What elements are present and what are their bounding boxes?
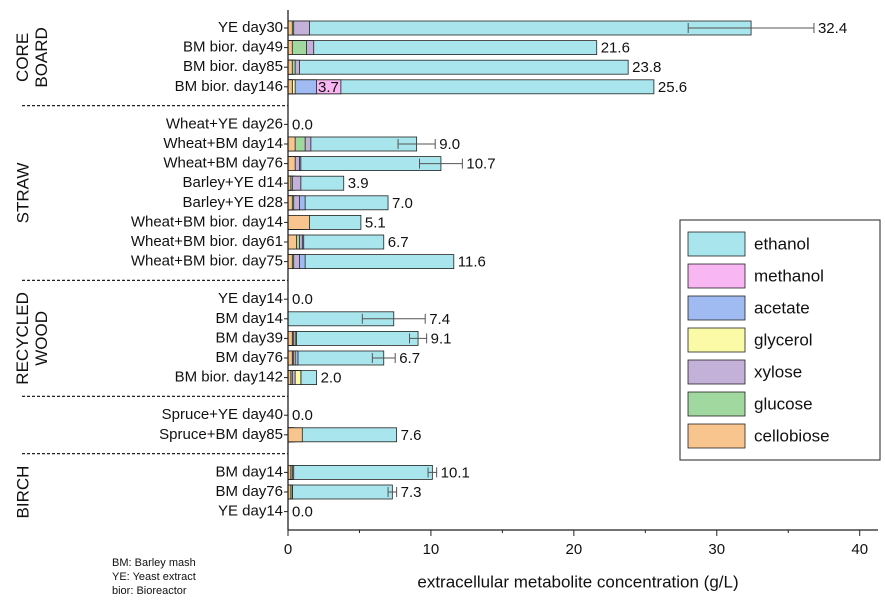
y-tick-label: YE day14 <box>218 503 283 520</box>
y-tick-label: Barley+YE d28 <box>183 194 283 211</box>
legend-label: ethanol <box>754 234 810 253</box>
value-label: 0.0 <box>292 291 313 308</box>
value-label: 7.0 <box>392 195 413 212</box>
x-tick-label: 30 <box>708 541 725 558</box>
x-axis-title: extracellular metabolite concentration (… <box>417 572 738 591</box>
value-label: 2.0 <box>321 370 342 387</box>
y-tick-label: Wheat+BM bior. day75 <box>131 253 283 270</box>
legend-swatch <box>687 263 746 289</box>
group-label: RECYCLED <box>13 292 32 385</box>
y-tick-label: Wheat+BM bior. day14 <box>131 213 283 230</box>
group-label: STRAW <box>13 163 32 224</box>
value-label: 7.4 <box>429 311 450 328</box>
group-label: BIRCH <box>13 466 32 519</box>
bar-segment <box>287 464 433 480</box>
y-tick-label: BM day76 <box>215 483 283 500</box>
value-label: 3.7 <box>318 79 339 96</box>
bar-segment <box>287 136 296 152</box>
y-tick-label: Wheat+BM bior. day61 <box>131 233 283 250</box>
bar-segment <box>287 427 303 443</box>
y-tick-label: BM day39 <box>215 329 283 346</box>
footnote: YE: Yeast extract <box>112 571 196 583</box>
bar-segment <box>287 350 385 366</box>
y-tick-label: Wheat+BM day14 <box>163 135 283 152</box>
value-label: 32.4 <box>818 20 847 37</box>
y-tick-label: BM bior. day146 <box>175 78 283 95</box>
value-label: 7.6 <box>401 427 422 444</box>
value-label: 0.0 <box>292 504 313 521</box>
legend-label: acetate <box>754 298 810 317</box>
group-label: CORE <box>13 33 32 82</box>
group-label: BOARD <box>32 27 51 87</box>
x-tick-label: 40 <box>851 541 868 558</box>
legend-label: methanol <box>754 266 824 285</box>
y-tick-label: YE day14 <box>218 290 283 307</box>
y-tick-label: YE day30 <box>218 19 283 36</box>
legend-swatch <box>687 423 746 449</box>
legend-label: glycerol <box>754 330 813 349</box>
bar-segment <box>287 254 455 270</box>
value-label: 5.1 <box>365 214 386 231</box>
legend-label: glucose <box>754 394 813 413</box>
value-label: 6.7 <box>388 234 409 251</box>
value-label: 3.9 <box>348 175 369 192</box>
y-tick-label: BM bior. day85 <box>183 58 283 75</box>
y-tick-label: Spruce+YE day40 <box>162 406 283 423</box>
y-tick-label: Wheat+BM day76 <box>163 155 283 172</box>
bar-segment <box>287 79 655 95</box>
y-tick-label: BM day76 <box>215 349 283 366</box>
y-tick-label: Spruce+BM day85 <box>159 426 283 443</box>
bar-segment <box>287 20 752 36</box>
bar-segment <box>287 156 296 172</box>
bar-segment <box>287 40 598 55</box>
legend-swatch <box>687 391 746 417</box>
bar-segment <box>287 156 442 172</box>
y-tick-label: Barley+YE d14 <box>183 174 283 191</box>
x-tick-label: 10 <box>423 541 440 558</box>
value-label: 6.7 <box>399 350 420 367</box>
y-tick-label: BM day14 <box>215 463 283 480</box>
bar-segment <box>287 59 629 75</box>
bar-segment <box>287 330 419 346</box>
value-label: 25.6 <box>658 79 687 96</box>
legend-label: cellobiose <box>754 426 830 445</box>
value-label: 10.7 <box>466 156 495 173</box>
value-label: 0.0 <box>292 407 313 424</box>
value-label: 9.1 <box>431 330 452 347</box>
y-tick-label: BM day14 <box>215 310 283 327</box>
y-tick-label: Wheat+YE day26 <box>166 115 283 132</box>
value-label: 23.8 <box>632 59 661 76</box>
value-label: 21.6 <box>601 40 630 57</box>
x-tick-label: 20 <box>566 541 583 558</box>
footnote: BM: Barley mash <box>112 557 196 569</box>
group-label: WOOD <box>32 311 51 366</box>
value-label: 10.1 <box>441 464 470 481</box>
bar-segment <box>287 427 398 443</box>
x-tick-label: 0 <box>284 541 292 558</box>
value-label: 11.6 <box>458 254 486 271</box>
legend-swatch <box>687 359 746 385</box>
y-tick-label: BM bior. day142 <box>175 369 283 386</box>
bar-segment <box>287 214 310 230</box>
y-tick-label: BM bior. day49 <box>183 39 283 56</box>
bar-segment <box>287 234 297 250</box>
value-label: 9.0 <box>439 136 460 153</box>
legend-swatch <box>687 295 746 321</box>
legend-swatch <box>687 327 746 353</box>
legend-label: xylose <box>754 362 802 381</box>
legend-swatch <box>687 231 746 257</box>
value-label: 7.3 <box>401 484 422 501</box>
value-label: 0.0 <box>292 116 313 133</box>
bar-segment <box>287 484 393 500</box>
footnote: bior: Bioreactor <box>112 585 187 597</box>
